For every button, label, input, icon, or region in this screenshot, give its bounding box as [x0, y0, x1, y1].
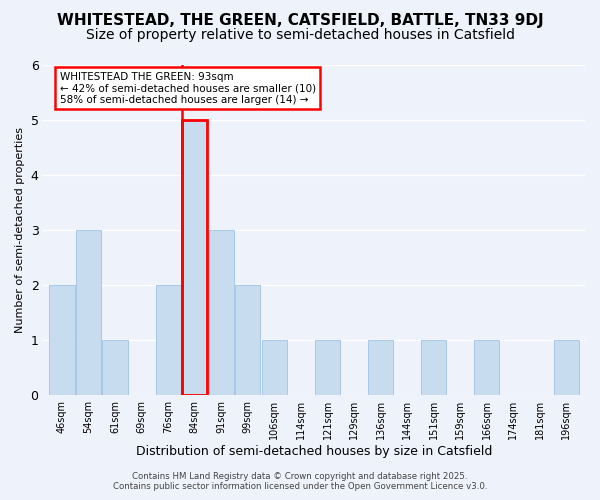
- Bar: [421, 340, 446, 395]
- Text: Contains HM Land Registry data © Crown copyright and database right 2025.
Contai: Contains HM Land Registry data © Crown c…: [113, 472, 487, 491]
- Bar: [315, 340, 340, 395]
- Bar: [103, 340, 128, 395]
- Bar: [155, 285, 181, 395]
- Bar: [235, 285, 260, 395]
- Text: WHITESTEAD, THE GREEN, CATSFIELD, BATTLE, TN33 9DJ: WHITESTEAD, THE GREEN, CATSFIELD, BATTLE…: [56, 12, 544, 28]
- Bar: [182, 120, 208, 395]
- Y-axis label: Number of semi-detached properties: Number of semi-detached properties: [15, 127, 25, 333]
- Bar: [49, 285, 74, 395]
- Text: WHITESTEAD THE GREEN: 93sqm
← 42% of semi-detached houses are smaller (10)
58% o: WHITESTEAD THE GREEN: 93sqm ← 42% of sem…: [59, 72, 316, 105]
- Bar: [474, 340, 499, 395]
- Bar: [76, 230, 101, 395]
- Bar: [262, 340, 287, 395]
- Bar: [209, 230, 234, 395]
- Bar: [368, 340, 393, 395]
- Bar: [554, 340, 579, 395]
- X-axis label: Distribution of semi-detached houses by size in Catsfield: Distribution of semi-detached houses by …: [136, 444, 493, 458]
- Text: Size of property relative to semi-detached houses in Catsfield: Size of property relative to semi-detach…: [86, 28, 515, 42]
